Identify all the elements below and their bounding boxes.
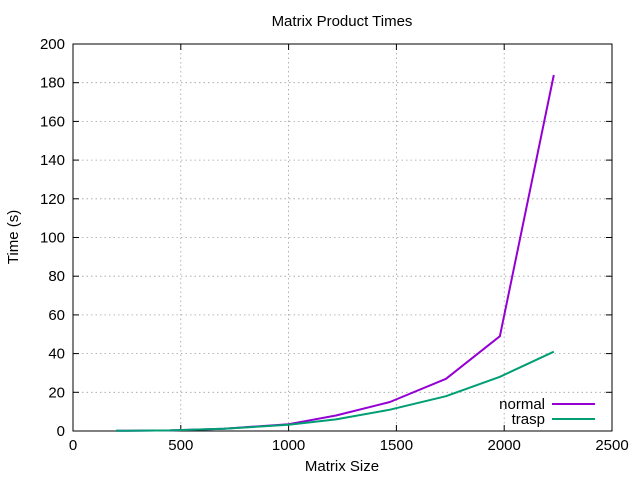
- x-axis-label: Matrix Size: [305, 458, 379, 475]
- x-tick-label: 1000: [272, 437, 305, 454]
- x-tick-label: 2500: [595, 437, 628, 454]
- chart-title: Matrix Product Times: [272, 13, 413, 30]
- y-tick-label: 60: [48, 307, 65, 324]
- y-tick-label: 160: [40, 113, 65, 130]
- series-line-normal: [116, 74, 555, 432]
- x-tick-label: 0: [69, 437, 77, 454]
- series-lines: [116, 74, 555, 432]
- plot-frame: [72, 43, 613, 432]
- axis-ticks: 0 500 1000 1500 2000 2500 0 20 40 60 80 100 120 140 16…: [40, 36, 629, 454]
- y-tick-label: 180: [40, 75, 65, 92]
- y-tick-label: 20: [48, 384, 65, 401]
- legend-label-trasp: trasp: [512, 411, 545, 428]
- y-tick-label: 80: [48, 268, 65, 285]
- y-axis-label: Time (s): [5, 210, 22, 264]
- y-tick-label: 0: [57, 423, 65, 440]
- grid: [73, 44, 612, 431]
- y-tick-label: 140: [40, 152, 65, 169]
- y-tick-label: 200: [40, 36, 65, 53]
- legend-label-normal: normal: [499, 396, 545, 413]
- x-tick-label: 500: [168, 437, 193, 454]
- series-line-trasp: [116, 350, 555, 432]
- y-tick-label: 100: [40, 230, 65, 247]
- y-tick-label: 120: [40, 191, 65, 208]
- x-tick-label: 2000: [488, 437, 521, 454]
- x-tick-label: 1500: [380, 437, 413, 454]
- y-tick-label: 40: [48, 346, 65, 363]
